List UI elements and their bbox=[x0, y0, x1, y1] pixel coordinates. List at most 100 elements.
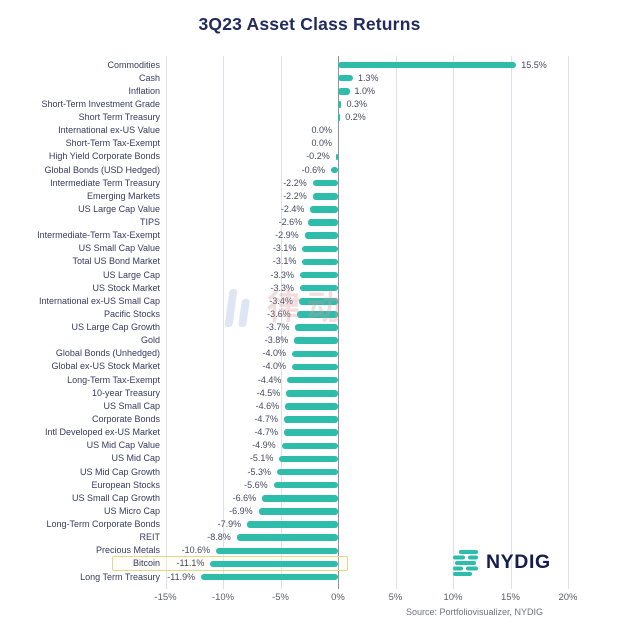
nydig-s-mark-icon bbox=[453, 550, 478, 576]
category-label: Corporate Bonds bbox=[91, 414, 160, 424]
bar bbox=[287, 376, 338, 384]
value-label: -0.2% bbox=[306, 151, 330, 162]
category-label: US Small Cap Value bbox=[78, 243, 160, 254]
watermark-bar-icon bbox=[224, 289, 238, 327]
category-label: Bitcoin bbox=[132, 558, 160, 569]
x-tick-label: -5% bbox=[272, 592, 289, 603]
bar bbox=[295, 324, 338, 331]
category-label: Gold bbox=[140, 335, 160, 346]
value-label: -6.9% bbox=[229, 505, 253, 516]
bar bbox=[236, 534, 338, 541]
category-label: Short-Term Investment Grade bbox=[41, 98, 160, 109]
category-label: US Mid Cap Value bbox=[86, 440, 160, 451]
bar bbox=[310, 206, 338, 213]
category-label: Long-Term Tax-Exempt bbox=[67, 374, 160, 385]
x-tick-label: 0% bbox=[331, 592, 345, 603]
x-tick-label: -15% bbox=[154, 592, 177, 603]
value-label: -4.0% bbox=[262, 361, 286, 372]
category-label: Intl Developed ex-US Market bbox=[44, 427, 160, 438]
value-label: 0.0% bbox=[311, 138, 332, 149]
x-tick-label: 5% bbox=[388, 592, 403, 603]
bar bbox=[283, 429, 338, 436]
category-label: International ex-US Value bbox=[58, 125, 160, 136]
category-label: Intermediate-Term Tax-Exempt bbox=[37, 230, 160, 241]
value-label: -4.4% bbox=[257, 374, 282, 385]
value-label: -10.6% bbox=[181, 545, 211, 556]
category-label: International ex-US Small Cap bbox=[38, 295, 160, 306]
value-label: 1.3% bbox=[357, 72, 379, 83]
value-label: 0.2% bbox=[345, 112, 366, 123]
x-tick-label: 15% bbox=[500, 592, 520, 603]
category-label: REIT bbox=[139, 532, 160, 543]
gridline bbox=[165, 56, 167, 589]
value-label: -3.8% bbox=[264, 335, 289, 346]
value-label: -5.6% bbox=[244, 479, 268, 490]
value-label: -11.1% bbox=[176, 558, 205, 569]
category-label: Global Bonds (Unhedged) bbox=[55, 348, 160, 359]
category-label: 10-year Treasury bbox=[91, 387, 160, 398]
bar bbox=[298, 298, 338, 305]
category-label: US Small Cap bbox=[103, 400, 160, 411]
bar bbox=[262, 495, 338, 502]
x-tick-label: 20% bbox=[558, 592, 578, 603]
category-label: US Small Cap Growth bbox=[71, 492, 160, 503]
value-label: -4.5% bbox=[256, 387, 281, 398]
zero-axis-line bbox=[338, 56, 339, 589]
category-label: TIPS bbox=[139, 217, 160, 228]
bar bbox=[279, 455, 338, 463]
bar bbox=[338, 61, 517, 69]
nydig-logo-text: NYDIG bbox=[486, 551, 551, 573]
category-label: Emerging Markets bbox=[86, 190, 160, 201]
bar bbox=[304, 232, 338, 239]
category-label: US Mid Cap bbox=[111, 453, 160, 464]
category-label: High Yield Corporate Bonds bbox=[48, 151, 160, 162]
bar bbox=[294, 337, 338, 344]
value-label: -4.7% bbox=[254, 427, 278, 438]
value-label: -0.6% bbox=[301, 164, 326, 175]
bar bbox=[281, 442, 338, 450]
bar bbox=[210, 560, 338, 568]
x-tick-label: 10% bbox=[443, 592, 463, 603]
bar bbox=[296, 311, 338, 318]
bar bbox=[258, 508, 338, 515]
value-label: -3.3% bbox=[270, 282, 295, 293]
bar bbox=[338, 88, 350, 95]
bar bbox=[300, 271, 338, 279]
category-label: US Stock Market bbox=[92, 282, 160, 293]
value-label: -11.9% bbox=[167, 571, 196, 582]
category-label: US Micro Cap bbox=[103, 505, 160, 516]
source-note: Source: Portfoliovisualizer, NYDIG bbox=[405, 607, 544, 617]
value-label: -2.6% bbox=[278, 217, 303, 228]
value-label: -2.9% bbox=[275, 230, 299, 241]
bar bbox=[292, 363, 338, 371]
value-label: -4.9% bbox=[252, 440, 276, 451]
value-label: -3.1% bbox=[272, 256, 297, 267]
category-label: Intermediate Term Treasury bbox=[50, 177, 160, 188]
value-label: -3.6% bbox=[267, 308, 291, 319]
value-label: -3.3% bbox=[270, 269, 295, 280]
gridline bbox=[568, 56, 569, 589]
category-label: US Large Cap Growth bbox=[71, 322, 160, 333]
bar bbox=[335, 153, 338, 161]
category-label: Long-Term Corporate Bonds bbox=[46, 519, 160, 530]
bar bbox=[216, 547, 338, 555]
bar bbox=[286, 390, 338, 397]
gridline bbox=[453, 56, 454, 589]
bar bbox=[201, 573, 338, 581]
value-label: -5.3% bbox=[247, 466, 272, 477]
value-label: -3.1% bbox=[272, 243, 297, 254]
value-label: -3.7% bbox=[265, 322, 290, 333]
gridline bbox=[510, 56, 512, 589]
gridline bbox=[223, 56, 224, 589]
bar bbox=[338, 101, 342, 108]
bar bbox=[292, 350, 338, 358]
value-label: -3.4% bbox=[269, 295, 293, 306]
bar bbox=[338, 74, 353, 82]
value-label: -4.6% bbox=[255, 400, 280, 411]
value-label: -2.2% bbox=[283, 190, 307, 201]
bar bbox=[312, 179, 338, 187]
value-label: -6.6% bbox=[232, 492, 257, 503]
value-label: 0.0% bbox=[311, 125, 332, 136]
gridline bbox=[395, 56, 397, 589]
